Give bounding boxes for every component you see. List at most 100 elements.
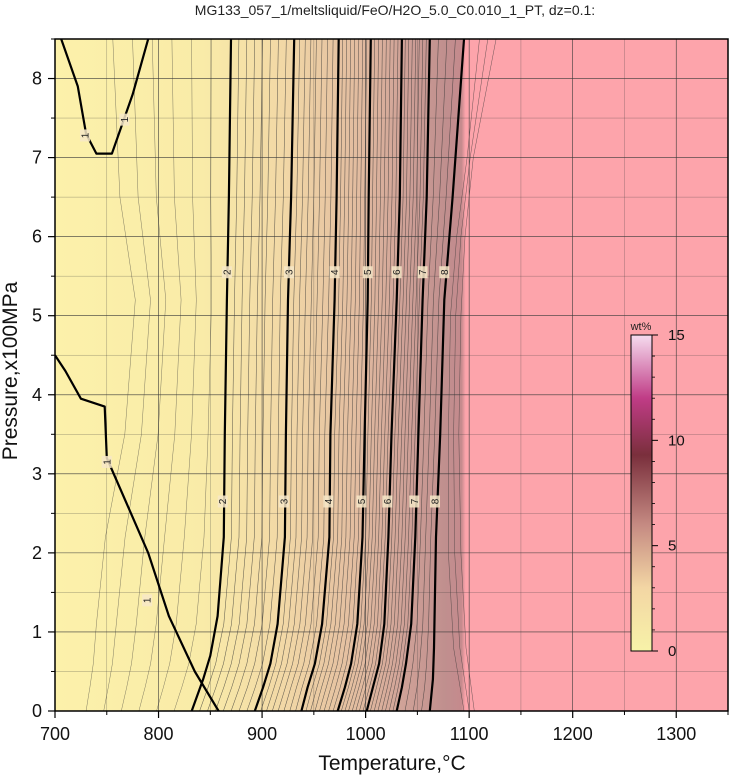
colorbar-ticks: 0 5 10 15 (652, 327, 685, 660)
minor-contour (319, 39, 355, 711)
colorbar-tick-label: 5 (668, 538, 676, 555)
major-contour-2 (190, 39, 233, 711)
minor-contour (121, 39, 167, 711)
contour-label: 6 (392, 269, 403, 275)
contour-label: 2 (218, 498, 229, 504)
minor-contour (223, 39, 263, 711)
major-contour-1 (55, 354, 220, 711)
minor-contour (377, 39, 413, 711)
major-contour-8 (428, 39, 466, 711)
x-axis: 700 800 900 1000 1100 1200 1300 (40, 711, 729, 744)
contour-label-bg (362, 266, 373, 279)
y-tick-label: 0 (32, 701, 42, 721)
contour-label: 1 (102, 459, 113, 465)
contour-label: 7 (418, 269, 429, 275)
colorbar-gradient (630, 334, 653, 652)
minor-contour (238, 39, 279, 711)
contour-label: 4 (324, 498, 335, 504)
colorbar-tick-label: 0 (668, 643, 676, 660)
contour-label: 5 (357, 498, 368, 504)
y-tick-label: 4 (32, 385, 42, 405)
contour-label-bg (356, 495, 367, 508)
minor-contour (272, 39, 312, 711)
x-tick-label: 1300 (656, 724, 696, 744)
contour-label: 2 (222, 269, 233, 275)
y-tick-label: 6 (32, 227, 42, 247)
contour-label: 6 (383, 498, 394, 504)
contour-label: 8 (440, 269, 451, 275)
x-tick-label: 800 (144, 724, 174, 744)
minor-contour (355, 39, 391, 711)
minor-contour (283, 39, 323, 711)
minor-contour (344, 39, 379, 711)
major-contour-5 (336, 39, 372, 711)
y-tick-label: 7 (32, 148, 42, 168)
contour-label: 1 (143, 597, 154, 603)
minor-contour (173, 39, 212, 711)
chart-title: MG133_057_1/meltsliquid/FeO/H2O_5.0_C0.0… (195, 2, 595, 18)
major-contour-6 (365, 39, 403, 711)
contour-label: 3 (279, 498, 290, 504)
contour-label: 3 (284, 269, 295, 275)
y-tick-label: 2 (32, 543, 42, 563)
minor-contour (305, 39, 343, 711)
minor-contour (412, 39, 448, 711)
x-tick-label: 900 (247, 724, 277, 744)
contour-label-bg (217, 495, 228, 508)
contour-label-bg (80, 129, 91, 142)
contour-label-bg (142, 594, 153, 607)
minor-contour (156, 39, 197, 711)
x-tick-label: 1000 (346, 724, 386, 744)
contour-label-bg (278, 495, 289, 508)
minor-contours (85, 39, 497, 711)
minor-contour (381, 39, 417, 711)
minor-contour (260, 39, 300, 711)
minor-contour (351, 39, 387, 711)
contour-label-bg (409, 495, 420, 508)
contour-label-bg (382, 495, 393, 508)
colorbar-tick-label: 10 (668, 432, 685, 449)
minor-contour (359, 39, 395, 711)
plot-frame (54, 38, 729, 712)
minor-contour (103, 39, 151, 711)
minor-contour (332, 39, 368, 711)
contour-labels: 1 1 1 1 2 2 3 3 4 4 5 5 6 6 7 7 8 8 (80, 113, 451, 607)
y-tick-label: 8 (32, 69, 42, 89)
contour-label-bg (221, 266, 232, 279)
y-axis-label: Pressure,x100MPa (0, 281, 22, 460)
contour-label: 1 (120, 116, 131, 122)
major-contour-7 (395, 39, 431, 711)
minor-contour (348, 39, 383, 711)
heatmap-field (55, 39, 728, 711)
y-tick-label: 5 (32, 306, 42, 326)
x-tick-label: 1200 (553, 724, 593, 744)
x-axis-label: Temperature,°C (318, 752, 465, 775)
major-contour-3 (253, 39, 296, 711)
major-contour-4 (300, 39, 340, 711)
minor-contour (138, 39, 182, 711)
minor-contour (215, 39, 255, 711)
contour-label: 5 (363, 269, 374, 275)
minor-contour (328, 39, 364, 711)
minor-contour (323, 39, 360, 711)
minor-contour (207, 39, 248, 711)
minor-contour (370, 39, 406, 711)
contour-label: 4 (330, 269, 341, 275)
minor-contour (388, 39, 424, 711)
major-contours (55, 39, 466, 711)
minor-contour (289, 39, 328, 711)
minor-contour (421, 39, 456, 711)
minor-contour (362, 39, 399, 711)
contour-label-bg (283, 266, 294, 279)
minor-contour (341, 39, 375, 711)
contour-label-bg (391, 266, 402, 279)
minor-contour (373, 39, 410, 711)
contour-label-bg (119, 113, 130, 126)
minor-contour (295, 39, 334, 711)
major-contour-1 (60, 39, 150, 155)
contour-label-bg (417, 266, 428, 279)
minor-contour (404, 39, 439, 711)
y-tick-label: 3 (32, 464, 42, 484)
contour-label-bg (323, 495, 334, 508)
